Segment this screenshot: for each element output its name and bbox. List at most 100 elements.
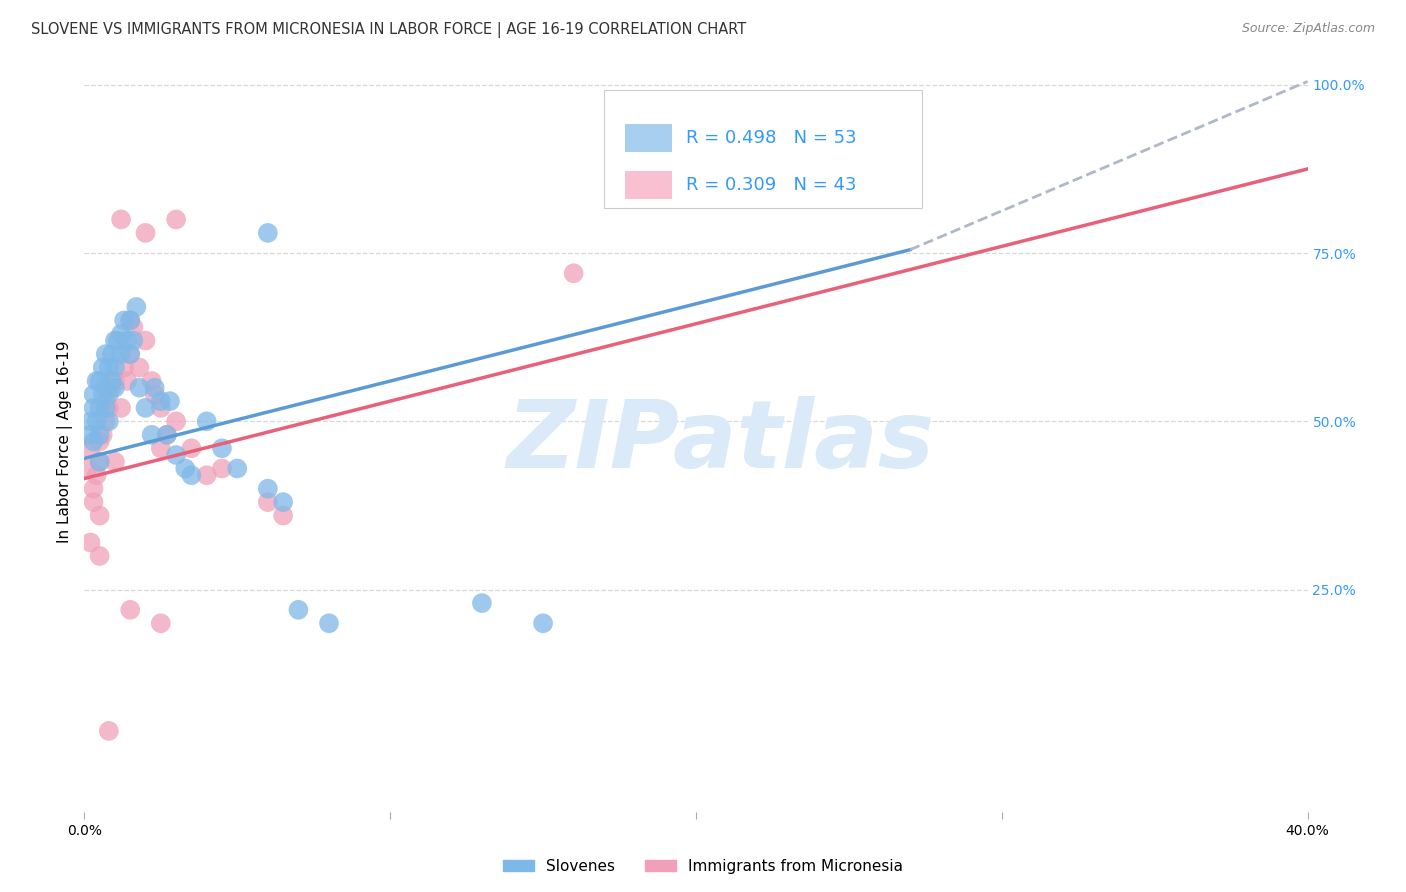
Point (115, 334, 138, 348)
Point (125, 300, 148, 314)
Point (531, 616, 554, 631)
Point (211, 442, 233, 456)
Point (149, 616, 172, 631)
Point (128, 381, 150, 395)
Point (94, 381, 117, 395)
Point (122, 334, 145, 348)
Point (79, 427, 101, 442)
Y-axis label: In Labor Force | Age 16-19: In Labor Force | Age 16-19 (58, 340, 73, 543)
Point (89, 455, 111, 469)
Point (110, 347, 132, 361)
Point (257, 482, 280, 496)
Point (83, 387, 105, 401)
Point (94, 414, 117, 428)
Point (318, 616, 340, 631)
Point (135, 401, 157, 415)
Point (101, 381, 124, 395)
Point (89, 427, 111, 442)
Point (83, 495, 105, 509)
FancyBboxPatch shape (626, 124, 672, 152)
Point (107, 334, 129, 348)
Point (287, 603, 309, 617)
Point (122, 320, 145, 334)
Point (165, 414, 187, 428)
Point (97, 414, 120, 428)
Point (110, 401, 132, 415)
Point (115, 374, 138, 388)
Point (86, 374, 108, 388)
Point (101, 374, 124, 388)
Point (101, 347, 124, 361)
Point (89, 455, 111, 469)
Point (211, 461, 233, 475)
Point (271, 495, 294, 509)
Point (135, 334, 157, 348)
Point (165, 212, 187, 227)
Point (165, 448, 187, 462)
Point (97, 401, 120, 415)
Point (120, 347, 142, 361)
Point (149, 401, 172, 415)
Point (156, 427, 179, 442)
Point (257, 226, 280, 240)
Point (180, 468, 202, 483)
Point (159, 394, 181, 409)
Point (94, 347, 117, 361)
Point (91, 360, 114, 375)
Point (110, 212, 132, 227)
Point (76, 461, 98, 475)
Point (135, 226, 157, 240)
Point (195, 468, 218, 483)
Point (86, 468, 108, 483)
Point (143, 381, 166, 395)
Point (562, 266, 585, 280)
Point (97, 723, 120, 738)
Point (89, 549, 111, 563)
Point (97, 387, 120, 401)
Point (180, 442, 202, 456)
Point (79, 414, 101, 428)
Point (112, 313, 135, 327)
Point (83, 482, 105, 496)
Point (91, 387, 114, 401)
Point (120, 347, 142, 361)
Point (128, 360, 150, 375)
Point (112, 360, 135, 375)
Text: R = 0.498   N = 53: R = 0.498 N = 53 (686, 129, 856, 147)
Text: ZIPatlas: ZIPatlas (506, 395, 935, 488)
FancyBboxPatch shape (605, 90, 922, 209)
Point (89, 374, 111, 388)
Point (89, 434, 111, 449)
Point (143, 387, 166, 401)
Point (79, 442, 101, 456)
Point (257, 495, 280, 509)
Point (174, 461, 197, 475)
Point (120, 603, 142, 617)
Legend: Slovenes, Immigrants from Micronesia: Slovenes, Immigrants from Micronesia (496, 853, 910, 880)
Point (89, 401, 111, 415)
Point (120, 313, 142, 327)
Point (471, 596, 494, 610)
Point (141, 374, 163, 388)
Point (79, 535, 101, 549)
Point (149, 442, 172, 456)
Point (110, 326, 132, 341)
Point (104, 381, 127, 395)
Point (195, 414, 218, 428)
FancyBboxPatch shape (626, 170, 672, 199)
Point (104, 334, 127, 348)
Point (226, 461, 249, 475)
Point (149, 394, 172, 409)
Point (156, 427, 179, 442)
Point (104, 455, 127, 469)
Point (89, 508, 111, 523)
Point (86, 414, 108, 428)
Point (104, 360, 127, 375)
Point (91, 427, 114, 442)
Text: Source: ZipAtlas.com: Source: ZipAtlas.com (1241, 22, 1375, 36)
Point (97, 360, 120, 375)
Point (271, 508, 294, 523)
Point (104, 374, 127, 388)
Point (141, 427, 163, 442)
Point (120, 313, 142, 327)
